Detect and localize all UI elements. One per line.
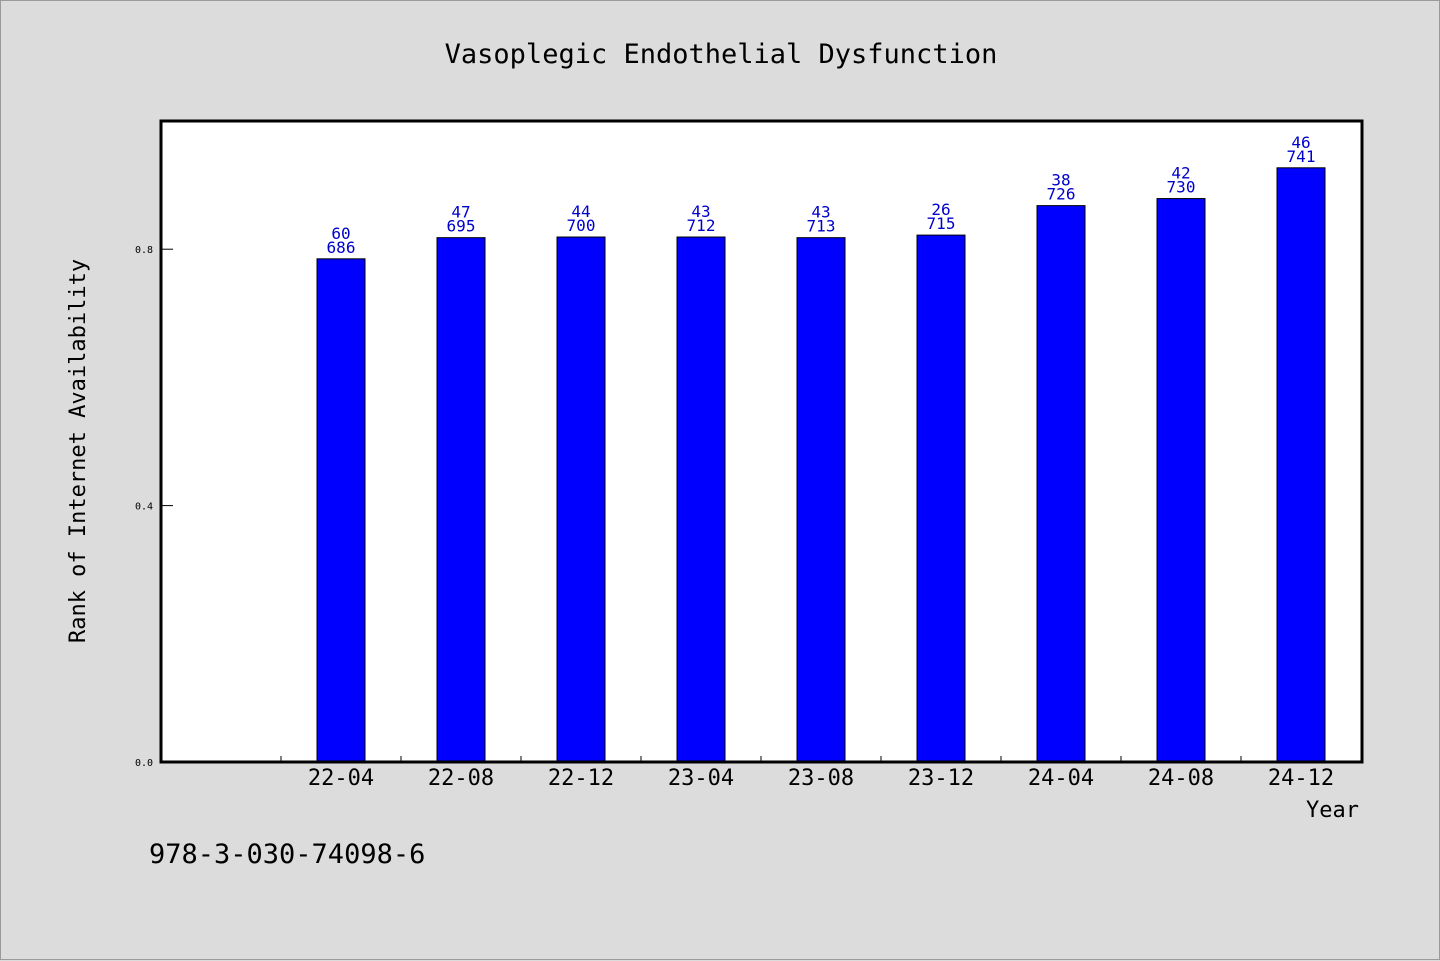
x-tick-label: 24-08 [1148, 766, 1214, 791]
x-tick-label: 22-12 [548, 766, 614, 791]
bar-24-08 [1156, 198, 1206, 763]
x-tick-label: 23-04 [668, 766, 734, 791]
plot-frame [159, 119, 1364, 764]
bar-23-12 [916, 234, 966, 763]
data-label-bottom: 713 [807, 217, 836, 236]
data-label-bottom: 726 [1047, 185, 1076, 204]
x-tick-label: 22-08 [428, 766, 494, 791]
y-axis-label: Rank of Internet Availability [66, 259, 91, 643]
bar-22-12 [556, 236, 606, 763]
y-tick-label: 0.8 [135, 245, 153, 256]
data-label-bottom: 730 [1167, 178, 1196, 197]
data-label-top: 43 [691, 202, 710, 221]
bar-22-08 [436, 237, 486, 763]
y-tick-label: 0.0 [135, 758, 153, 769]
bar-23-04 [676, 236, 726, 763]
data-label-bottom: 700 [567, 216, 596, 235]
data-labels-group: 6068647695447004371243713267153872642730… [327, 133, 1316, 257]
data-label-top: 43 [811, 203, 830, 222]
x-axis-label: Year [1306, 798, 1359, 823]
x-tick-label: 23-12 [908, 766, 974, 791]
bar-24-12 [1276, 167, 1326, 763]
data-label-top: 26 [931, 200, 950, 219]
data-label-top: 38 [1051, 171, 1070, 190]
chart-title: Vasoplegic Endothelial Dysfunction [445, 39, 998, 70]
data-label-bottom: 712 [687, 216, 716, 235]
data-label-bottom: 715 [927, 214, 956, 233]
bar-22-04 [316, 258, 366, 763]
data-label-top: 60 [331, 224, 350, 243]
bar-23-08 [796, 237, 846, 763]
data-label-top: 46 [1291, 133, 1310, 152]
data-label-top: 42 [1171, 164, 1190, 183]
data-label-bottom: 741 [1287, 147, 1316, 166]
data-label-bottom: 686 [327, 238, 356, 257]
x-tick-label: 24-04 [1028, 766, 1094, 791]
y-tick-label: 0.4 [135, 502, 153, 513]
x-tick-label: 22-04 [308, 766, 374, 791]
data-label-top: 44 [571, 202, 590, 221]
x-axis: 22-04 22-08 22-12 23-04 23-08 23-12 24-04 24-08… [280, 756, 1334, 791]
data-label-bottom: 695 [447, 217, 476, 236]
bars-group [316, 167, 1326, 763]
bar-24-04 [1036, 205, 1086, 763]
isbn-footer: 978-3-030-74098-6 [149, 839, 425, 870]
data-label-top: 47 [451, 203, 470, 222]
x-tick-label: 24-12 [1268, 766, 1334, 791]
x-tick-label: 23-08 [788, 766, 854, 791]
